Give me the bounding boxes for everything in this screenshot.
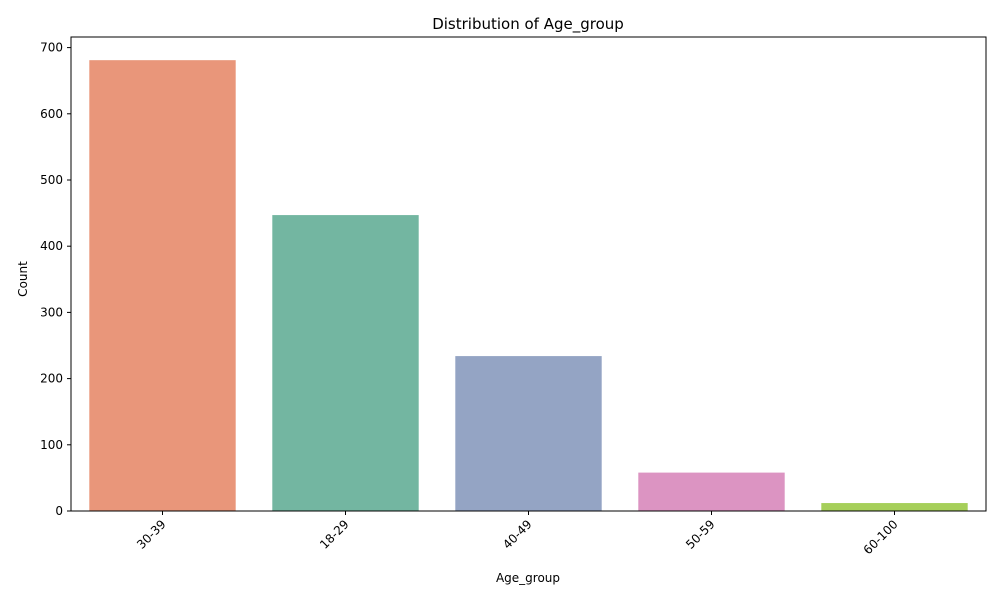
x-tick-label: 18-29 [317, 517, 352, 552]
y-tick-label: 700 [40, 41, 63, 55]
bar-60-100 [821, 503, 968, 511]
y-tick-label: 100 [40, 438, 63, 452]
bar-50-59 [638, 472, 785, 511]
chart-title: Distribution of Age_group [432, 15, 624, 34]
plot-frame [70, 36, 987, 512]
x-tick-label: 40-49 [500, 517, 535, 552]
y-tick-label: 200 [40, 372, 63, 386]
y-axis: 0 100 200 300 400 500 600 700 [40, 41, 71, 518]
y-tick-label: 0 [55, 504, 63, 518]
x-axis-title: Age_group [496, 571, 560, 585]
bars-group [89, 60, 968, 512]
x-tick-label: 60-100 [861, 517, 901, 557]
x-tick-label: 50-59 [683, 517, 718, 552]
y-tick-label: 400 [40, 239, 63, 253]
y-tick-label: 600 [40, 107, 63, 121]
bar-40-49 [455, 356, 602, 511]
x-tick-label: 30-39 [134, 517, 169, 552]
bar-18-29 [272, 215, 419, 512]
y-tick-label: 300 [40, 305, 63, 319]
bar-30-39 [89, 60, 236, 512]
x-axis: 30-39 18-29 40-49 50-59 60-100 [134, 511, 901, 557]
y-tick-label: 500 [40, 173, 63, 187]
y-axis-title: Count [16, 261, 30, 297]
